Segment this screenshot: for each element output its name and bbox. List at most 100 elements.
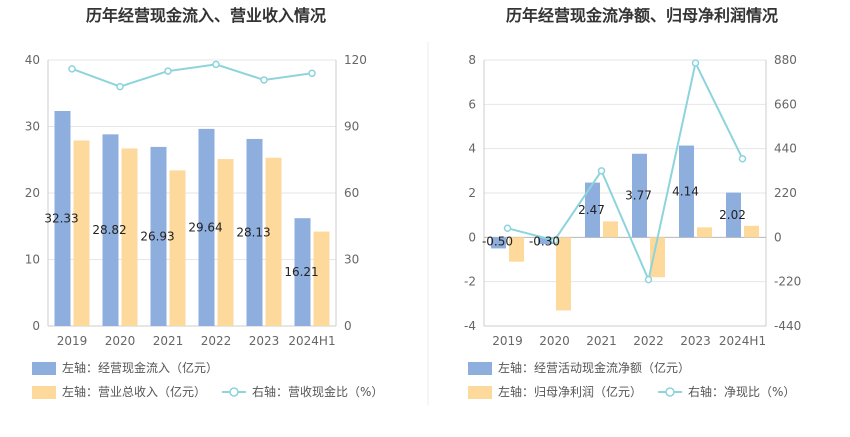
legend-item: 右轴：营收现金比（%） (222, 384, 383, 399)
bar (679, 145, 694, 238)
bar (169, 170, 186, 326)
bar (744, 225, 759, 238)
bar (556, 237, 571, 311)
legend-label: 左轴：归母净利润（亿元） (498, 384, 642, 399)
y-tick-label: 6 (468, 97, 476, 111)
series-line (507, 60, 744, 283)
x-tick-label: 2020 (105, 334, 136, 348)
legend-item: 左轴：经营现金流入（亿元） (32, 360, 218, 375)
legend-swatch (468, 386, 492, 399)
bar (265, 157, 282, 326)
x-tick-label: 2019 (57, 334, 88, 348)
data-label: 2.47 (578, 203, 605, 217)
y2-tick-label: -220 (774, 275, 801, 289)
bar (538, 237, 553, 244)
line-point (308, 69, 316, 78)
legend-item: 左轴：归母净利润（亿元） (468, 384, 642, 399)
line-point (503, 224, 512, 233)
y-tick-label: -4 (464, 319, 476, 333)
y-tick-label: 40 (25, 53, 40, 67)
x-tick-label: 2021 (586, 334, 617, 348)
x-tick-label: 2019 (492, 334, 523, 348)
x-tick-label: 2020 (539, 334, 570, 348)
chart-1: 历年经营现金流入、营业收入情况 0 10 20 30 40 0 30 60 90 120 2019 20… (25, 6, 383, 399)
chart-title: 历年经营现金流净额、归母净利润情况 (506, 6, 778, 25)
line-point (550, 236, 559, 245)
y-tick-label: 0 (32, 319, 40, 333)
bar (121, 148, 138, 326)
bar (150, 146, 167, 326)
bar (73, 140, 90, 326)
legend-item: 左轴：营业总收入（亿元） (32, 384, 206, 399)
legend-label: 右轴：营收现金比（%） (252, 384, 383, 399)
legend-label: 左轴：经营活动现金流净额（亿元） (498, 360, 690, 375)
bar (246, 138, 263, 326)
y2-tick-label: 440 (774, 142, 797, 156)
bar (491, 237, 506, 249)
y-tick-label: 30 (25, 120, 40, 134)
y-tick-label: 10 (25, 253, 40, 267)
bar (198, 128, 215, 326)
x-tick-label: 2023 (680, 334, 711, 348)
data-label: 4.14 (672, 184, 699, 198)
x-tick-label: 2021 (153, 334, 184, 348)
line-point (164, 67, 172, 75)
bar (585, 182, 600, 238)
legend-swatch-point (665, 387, 675, 397)
line-point (597, 167, 606, 175)
y-tick-label: 4 (468, 142, 476, 156)
line-point (260, 76, 268, 84)
y2-tick-label: 90 (344, 120, 359, 134)
x-tick-label: 2024H1 (288, 334, 335, 348)
y-tick-label: 8 (468, 53, 476, 67)
y2-tick-label: 60 (344, 186, 359, 200)
data-label: 16.21 (284, 265, 318, 279)
data-label: 29.64 (188, 220, 222, 234)
y2-tick-label: 30 (344, 253, 359, 267)
legend-label: 右轴：净现比（%） (688, 384, 795, 399)
bar (726, 192, 741, 238)
line-point (68, 65, 76, 73)
y-tick-label: 2 (468, 186, 476, 200)
y2-tick-label: 660 (774, 97, 797, 111)
data-label: 32.33 (44, 212, 78, 226)
y-tick-label: -2 (464, 275, 476, 289)
legend-swatch (468, 362, 492, 375)
x-tick-label: 2022 (633, 334, 664, 348)
y2-tick-label: -440 (774, 319, 801, 333)
data-label: -0.30 (529, 234, 560, 248)
data-label: 26.93 (140, 229, 174, 243)
legend-swatch (32, 362, 56, 375)
bar (217, 159, 234, 326)
legend-label: 左轴：营业总收入（亿元） (62, 384, 206, 399)
data-label: 2.02 (719, 208, 746, 222)
y-tick-label: 20 (25, 186, 40, 200)
y-tick-label: 0 (468, 230, 476, 244)
y2-tick-label: 220 (774, 186, 797, 200)
bar (54, 111, 71, 327)
bar (102, 134, 119, 326)
legend-swatch (32, 386, 56, 399)
y2-tick-label: 880 (774, 53, 797, 67)
x-tick-label: 2023 (249, 334, 280, 348)
data-label: -0.50 (482, 234, 513, 248)
bar (650, 237, 665, 278)
chart-2: 历年经营现金流净额、归母净利润情况 -4 -2 0 2 4 6 8 -440 -220 0 220 44… (464, 6, 801, 399)
legend-item: 右轴：净现比（%） (658, 384, 795, 399)
y2-tick-label: 0 (344, 319, 352, 333)
legend-swatch-point (229, 387, 239, 397)
series-line (71, 63, 313, 88)
line-point (691, 59, 700, 67)
x-tick-label: 2024H1 (719, 334, 766, 348)
line-point (738, 154, 747, 163)
bar (509, 237, 524, 262)
bar (294, 218, 311, 326)
bar (632, 153, 647, 238)
y2-tick-label: 0 (774, 230, 782, 244)
bar (313, 231, 330, 326)
line-point (116, 82, 124, 91)
legend-label: 左轴：经营现金流入（亿元） (62, 360, 218, 375)
x-tick-label: 2022 (201, 334, 232, 348)
y2-tick-label: 120 (344, 53, 367, 67)
